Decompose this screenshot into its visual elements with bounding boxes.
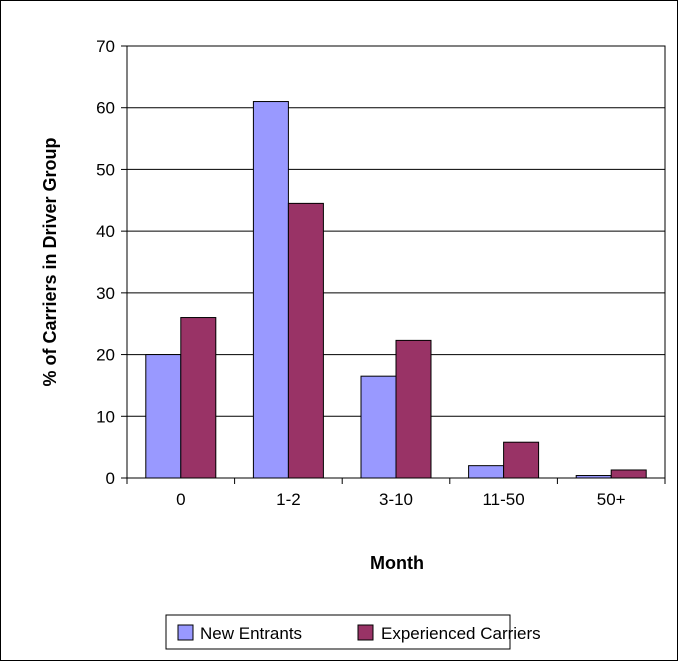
bar-experienced-carriers xyxy=(395,339,432,479)
x-tick-label: 1-2 xyxy=(276,490,301,509)
x-axis-title: Month xyxy=(370,553,424,573)
y-tick-labels: 0 10 20 30 40 50 60 70 xyxy=(96,37,115,488)
y-tick-label: 60 xyxy=(96,99,115,118)
bar-experienced-carriers xyxy=(503,441,540,479)
x-tick-label: 0 xyxy=(176,490,185,509)
y-tick-label: 40 xyxy=(96,222,115,241)
legend-swatch-experienced-carriers xyxy=(357,624,374,641)
y-tick-label: 50 xyxy=(96,160,115,179)
y-tick-label: 0 xyxy=(106,469,115,488)
y-tick-label: 10 xyxy=(96,407,115,426)
y-axis-title: % of Carriers in Driver Group xyxy=(40,137,60,386)
y-tick-label: 30 xyxy=(96,284,115,303)
x-tick-labels: 0 1-2 3-10 11-50 50+ xyxy=(176,490,626,509)
axes xyxy=(121,45,666,484)
legend: New Entrants Experienced Carriers xyxy=(165,614,541,650)
bars xyxy=(145,101,647,479)
bar-experienced-carriers xyxy=(610,469,647,479)
bar-new-entrants xyxy=(252,101,289,479)
bar-experienced-carriers xyxy=(287,202,324,479)
bar-experienced-carriers xyxy=(180,317,217,479)
x-tick-label: 3-10 xyxy=(379,490,413,509)
legend-box xyxy=(165,614,511,650)
bar-new-entrants xyxy=(145,354,182,479)
x-tick-label: 50+ xyxy=(597,490,626,509)
legend-swatch-new-entrants xyxy=(177,624,194,641)
x-tick-label: 11-50 xyxy=(482,490,524,509)
bar-new-entrants xyxy=(360,375,397,479)
y-tick-label: 20 xyxy=(96,346,115,365)
legend-label: Experienced Carriers xyxy=(381,624,541,643)
bar-new-entrants xyxy=(468,465,505,479)
legend-label: New Entrants xyxy=(200,624,302,643)
y-tick-label: 70 xyxy=(96,37,115,56)
